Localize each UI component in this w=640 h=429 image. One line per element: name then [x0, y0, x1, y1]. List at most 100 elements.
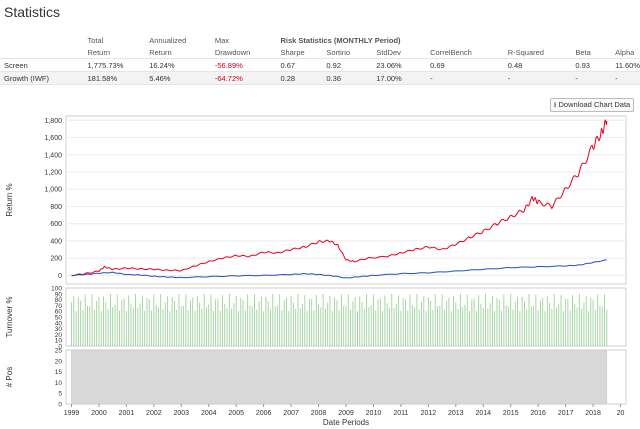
- y-tick-label: 1,400: [44, 152, 62, 159]
- y-tick-label: 400: [50, 238, 62, 245]
- y-tick-label: 40: [55, 320, 63, 327]
- table-cell: 0.93: [571, 58, 612, 72]
- table-row: Growth (IWF) 181.58% 5.46% -64.72% 0.28 …: [0, 71, 640, 85]
- y-tick-label: 70: [55, 303, 63, 310]
- y-tick-label: 200: [50, 256, 62, 263]
- x-tick-label: 2013: [448, 410, 464, 417]
- table-cell: 0.67: [276, 58, 323, 72]
- header-cell: Return: [87, 47, 111, 57]
- y-axis-label: Return %: [5, 183, 14, 216]
- panel-frame: [65, 115, 627, 285]
- y-tick-label: 15: [55, 369, 63, 376]
- header-cell: Drawdown: [214, 47, 251, 57]
- page-title: Statistics: [4, 4, 61, 20]
- table-cell: -56.89%: [210, 58, 277, 72]
- header-cell: Beta: [575, 47, 591, 57]
- x-tick-label: 2014: [475, 410, 491, 417]
- x-tick-label: 2005: [228, 410, 244, 417]
- y-tick-label: 90: [55, 291, 63, 298]
- y-tick-label: 50: [55, 315, 63, 322]
- x-tick-label: 2012: [421, 410, 437, 417]
- download-chart-data-button[interactable]: ⭳ Download Chart Data: [550, 98, 634, 112]
- x-tick-label: 2011: [393, 410, 408, 417]
- header-cell: Total: [87, 35, 104, 45]
- table-cell: 11.60%: [611, 58, 640, 72]
- x-tick-label: 2002: [146, 410, 162, 417]
- y-tick-label: 1,800: [44, 118, 62, 125]
- x-tick-label: 2000: [91, 410, 107, 417]
- y-tick-label: 20: [55, 332, 63, 339]
- row-label: Growth (IWF): [0, 71, 84, 85]
- x-tick-label: 2006: [256, 410, 272, 417]
- x-tick-label: 2017: [558, 410, 574, 417]
- table-cell: 181.58%: [83, 71, 146, 85]
- table-cell: -: [611, 71, 640, 85]
- header-cell: Max: [214, 35, 230, 45]
- header-cell: [0, 34, 84, 46]
- header-cell: R-Squared: [507, 47, 544, 57]
- table-cell: -: [571, 71, 612, 85]
- table-cell: 5.46%: [145, 71, 211, 85]
- y-tick-label: 0: [58, 273, 62, 280]
- performance-chart: 1,8001,6001,4001,2001,0008006004002000Re…: [5, 115, 627, 427]
- table-cell: 0.48: [503, 58, 572, 72]
- table-cell: -64.72%: [210, 71, 277, 85]
- x-tick-label: 2008: [311, 410, 327, 417]
- table-row: Screen 1,775.73% 16.24% -56.89% 0.67 0.9…: [0, 58, 640, 72]
- y-tick-label: 600: [50, 221, 62, 228]
- y-tick-label: 10: [55, 338, 63, 345]
- table-cell: -: [503, 71, 572, 85]
- y-axis-label: Turnover %: [5, 296, 14, 337]
- header-cell: Annualized: [149, 35, 187, 45]
- screen-series-line: [71, 118, 608, 277]
- header-cell: StdDev: [376, 47, 401, 57]
- x-tick-label: 2001: [119, 410, 135, 417]
- table-cell: 16.24%: [145, 58, 211, 72]
- header-cell: Alpha: [615, 47, 635, 57]
- y-tick-label: 1,000: [44, 187, 62, 194]
- x-tick-label: 2016: [530, 410, 546, 417]
- table-cell: 17.00%: [372, 71, 427, 85]
- table-cell: 23.06%: [372, 58, 427, 72]
- x-tick-label: 2004: [201, 410, 217, 417]
- table-header-row: Total Annualized Max Risk Statistics (MO…: [0, 34, 640, 46]
- header-cell: Return: [149, 47, 172, 57]
- y-tick-label: 0: [58, 344, 62, 351]
- header-cell-risk: Risk Statistics (MONTHLY Period): [280, 35, 401, 45]
- download-button-label: Download Chart Data: [558, 100, 631, 109]
- header-cell: Sharpe: [280, 47, 305, 57]
- header-cell: Sortino: [326, 47, 351, 57]
- statistics-table: Total Annualized Max Risk Statistics (MO…: [0, 34, 640, 85]
- x-tick-label: 2010: [366, 410, 382, 417]
- table-cell: 0.92: [322, 58, 373, 72]
- y-tick-label: 60: [55, 309, 63, 316]
- positions-area: [71, 349, 608, 405]
- x-tick-label: 1999: [64, 410, 80, 417]
- header-cell: [0, 46, 84, 59]
- header-cell: [611, 34, 640, 46]
- table-cell: -: [426, 71, 504, 85]
- x-tick-label: 2009: [338, 410, 354, 417]
- y-tick-label: 1,200: [44, 170, 62, 177]
- row-label: Screen: [0, 58, 84, 72]
- y-axis-label: # Pos: [5, 367, 14, 387]
- table-cell: 0.28: [276, 71, 323, 85]
- y-tick-label: 20: [55, 358, 63, 365]
- download-icon: ⭳: [553, 100, 557, 109]
- y-tick-label: 30: [55, 326, 63, 333]
- x-tick-label: 2007: [283, 410, 299, 417]
- header-cell: CorrelBench: [430, 47, 472, 57]
- x-tick-label: 2015: [503, 410, 519, 417]
- table-cell: 0.69: [426, 58, 504, 72]
- table-cell: 0.36: [322, 71, 373, 85]
- y-tick-label: 0: [58, 402, 62, 409]
- x-tick-label: 2018: [585, 410, 601, 417]
- header-cell: [426, 34, 504, 46]
- benchmark-series-line: [71, 259, 607, 279]
- x-tick-label: 20: [617, 410, 625, 417]
- y-tick-label: 10: [55, 380, 63, 387]
- table-header-row: Return Return Drawdown Sharpe Sortino St…: [0, 46, 640, 59]
- y-tick-label: 100: [51, 286, 62, 293]
- header-cell: [504, 34, 572, 46]
- x-axis-label: Date Periods: [323, 418, 369, 427]
